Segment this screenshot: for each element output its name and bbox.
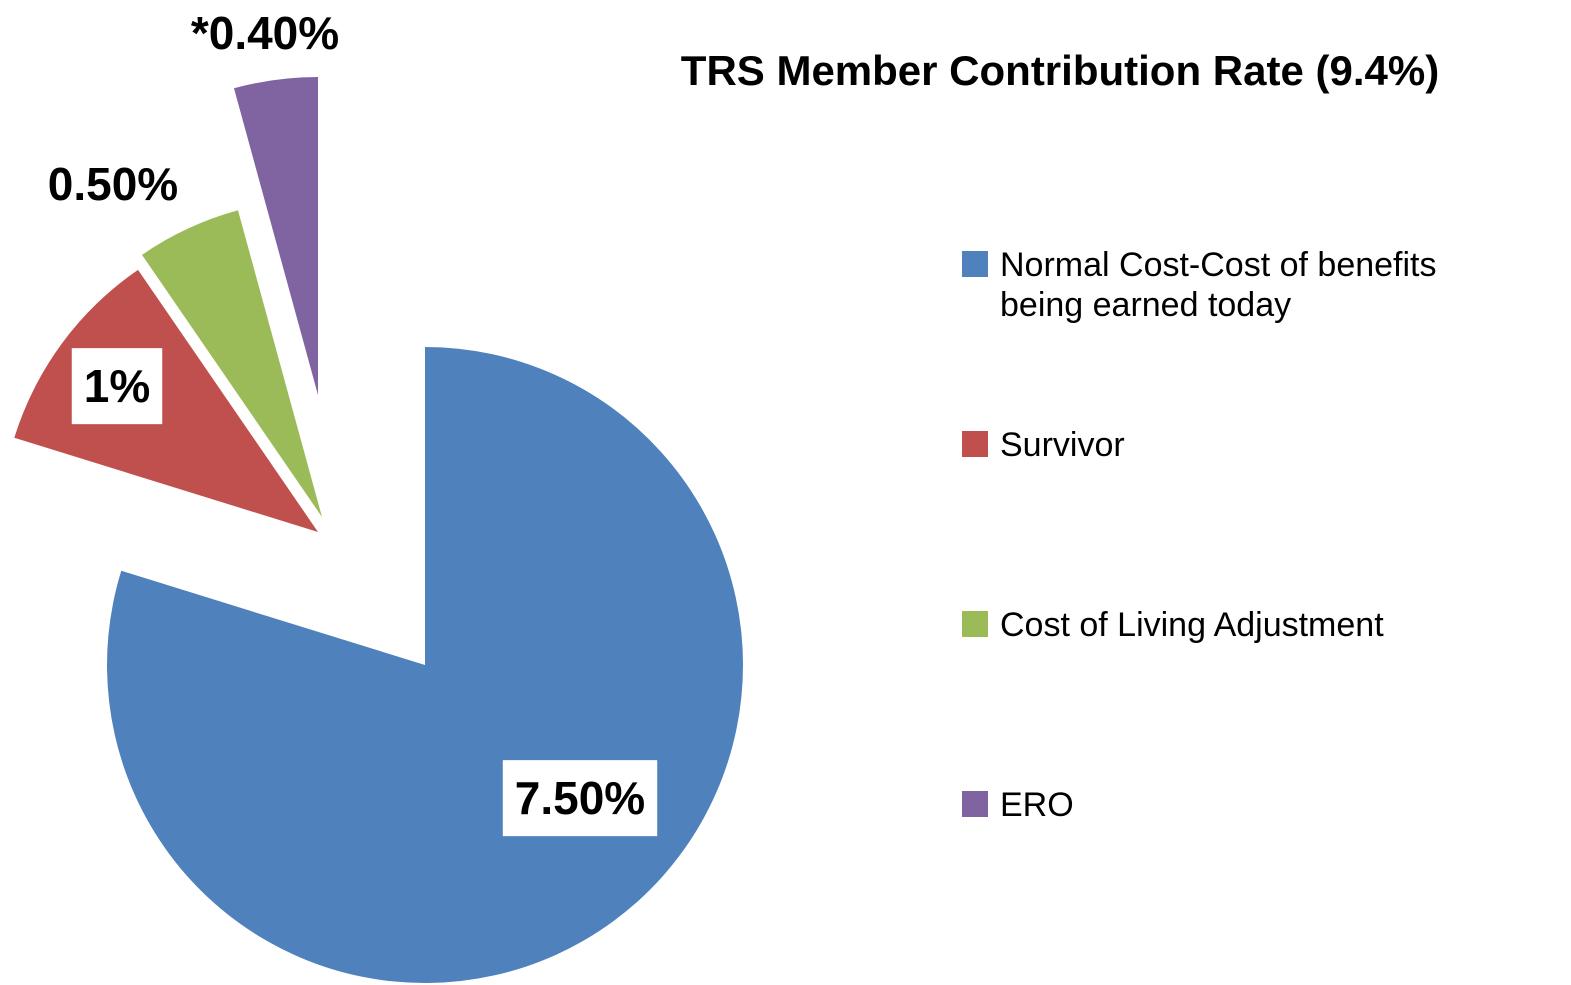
legend-item: ERO bbox=[962, 785, 1480, 825]
legend-label: Cost of Living Adjustment bbox=[1000, 606, 1384, 644]
legend-item: Cost of Living Adjustment bbox=[962, 605, 1480, 645]
data-label: 7.50% bbox=[515, 772, 645, 824]
pie-slice bbox=[142, 210, 322, 517]
legend-item: Normal Cost-Cost of benefits being earne… bbox=[962, 245, 1480, 325]
pie-slice bbox=[233, 77, 318, 395]
data-label: 0.50% bbox=[48, 158, 178, 210]
data-label-group: 7.50% bbox=[502, 760, 658, 837]
legend-label: Survivor bbox=[1000, 426, 1125, 464]
data-label-group: *0.40% bbox=[191, 7, 339, 59]
chart-title: TRS Member Contribution Rate (9.4%) bbox=[681, 47, 1439, 94]
data-label: *0.40% bbox=[191, 7, 339, 59]
legend-item: Survivor bbox=[962, 425, 1480, 465]
legend-swatch bbox=[962, 431, 988, 457]
legend-swatch bbox=[962, 251, 988, 277]
legend-swatch bbox=[962, 611, 988, 637]
data-label-group: 0.50% bbox=[48, 158, 178, 210]
legend-label: ERO bbox=[1000, 786, 1074, 824]
data-label: 1% bbox=[84, 360, 150, 412]
pie-slice bbox=[14, 269, 319, 532]
data-label-group: 1% bbox=[71, 348, 163, 425]
legend-swatch bbox=[962, 791, 988, 817]
data-label-box bbox=[71, 348, 163, 425]
data-label-box bbox=[502, 760, 658, 837]
legend-label: Normal Cost-Cost of benefits being earne… bbox=[1000, 246, 1437, 324]
